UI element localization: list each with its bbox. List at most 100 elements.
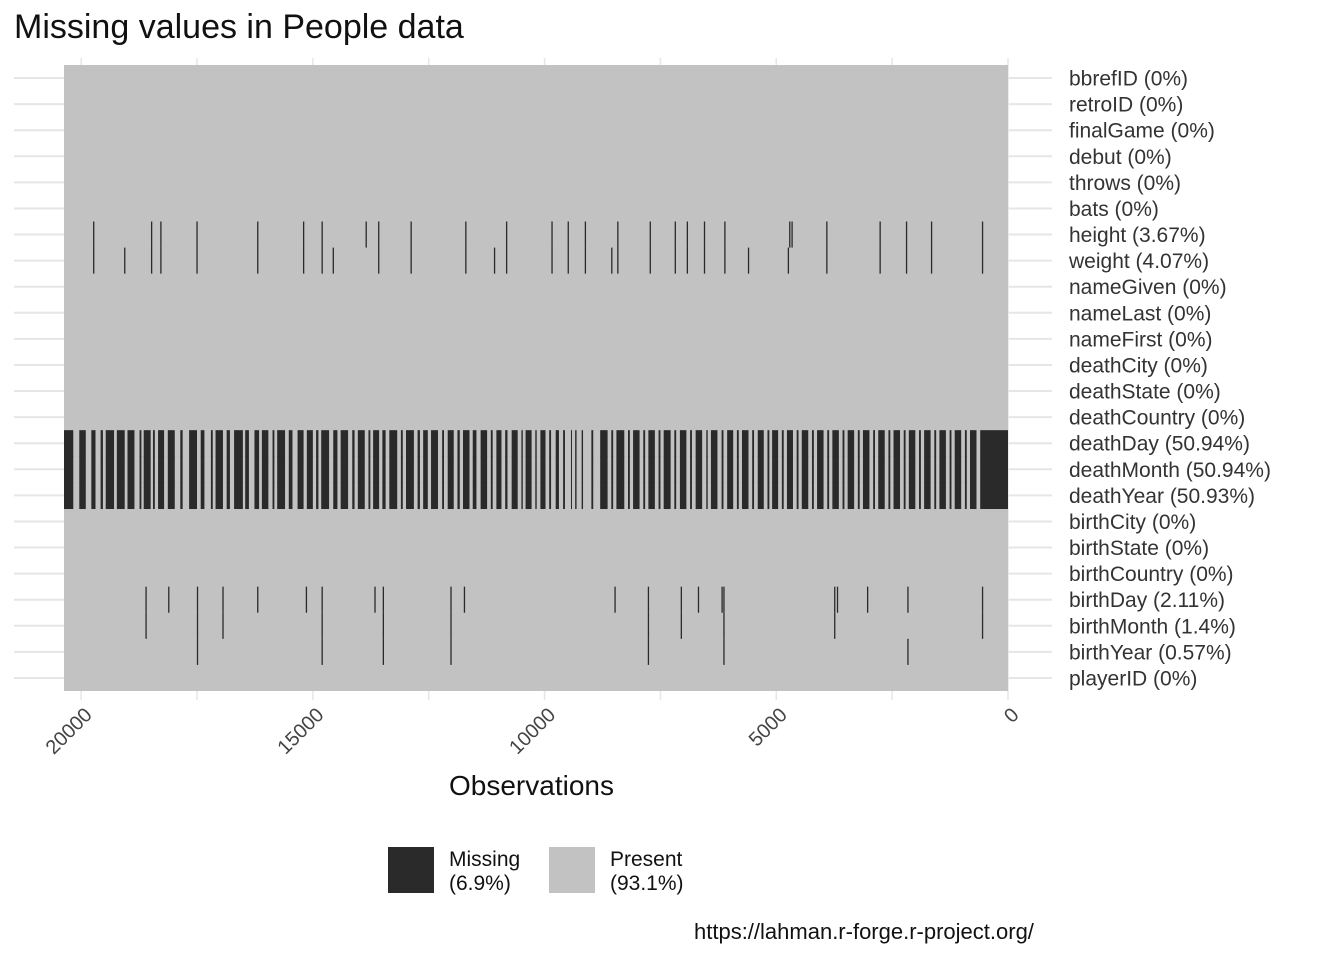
missing-cell bbox=[611, 430, 614, 457]
missing-cell bbox=[878, 456, 885, 483]
missing-cell bbox=[706, 456, 708, 483]
missing-cell bbox=[457, 482, 460, 510]
missing-cell bbox=[811, 430, 814, 457]
variable-label: birthCountry (0%) bbox=[1069, 563, 1234, 586]
missing-cell bbox=[903, 456, 906, 483]
missing-cell bbox=[389, 482, 398, 510]
missing-cell bbox=[417, 430, 420, 457]
missing-cell bbox=[254, 456, 260, 483]
missing-cell bbox=[706, 430, 708, 457]
missing-cell bbox=[832, 456, 839, 483]
missing-cell bbox=[333, 456, 338, 483]
missing-cell bbox=[145, 612, 147, 639]
missing-cell bbox=[663, 482, 671, 510]
missing-cell bbox=[168, 586, 170, 613]
missing-cell bbox=[442, 456, 445, 483]
missing-cell bbox=[727, 482, 734, 510]
missing-cell bbox=[862, 430, 870, 457]
missing-cell bbox=[302, 221, 305, 248]
missing-cell bbox=[127, 430, 135, 457]
missing-cell bbox=[490, 456, 493, 483]
missing-cell bbox=[93, 247, 95, 274]
missing-cell bbox=[757, 430, 764, 457]
missing-cell bbox=[658, 456, 661, 483]
missing-cell bbox=[124, 247, 126, 274]
missing-cell bbox=[787, 247, 790, 274]
missing-cell bbox=[674, 247, 676, 274]
missing-cell bbox=[686, 247, 689, 274]
missing-cell bbox=[406, 430, 414, 457]
missing-cell bbox=[540, 482, 546, 510]
missing-cell bbox=[442, 430, 445, 457]
variable-labels: bbrefID (0%) retroID (0%) finalGame (0%) de… bbox=[1068, 68, 1271, 691]
missing-cell bbox=[907, 638, 909, 665]
missing-cell bbox=[679, 456, 687, 483]
missing-cell bbox=[934, 456, 937, 483]
missing-cell bbox=[431, 482, 438, 510]
missing-cell bbox=[727, 430, 734, 457]
legend-title: Observations bbox=[449, 770, 614, 801]
missing-cell bbox=[842, 456, 845, 483]
missing-cell bbox=[862, 456, 870, 483]
missing-cell bbox=[535, 456, 537, 483]
missing-cell bbox=[772, 456, 779, 483]
missing-cell bbox=[643, 482, 646, 510]
missing-cell bbox=[658, 482, 661, 510]
missing-cell bbox=[600, 482, 608, 510]
missing-cell bbox=[648, 456, 655, 483]
missing-cell bbox=[463, 482, 470, 510]
missing-cell bbox=[368, 482, 371, 510]
missing-cell bbox=[981, 586, 984, 613]
missing-cell bbox=[680, 612, 682, 639]
missing-cell bbox=[663, 430, 671, 457]
missing-cell bbox=[706, 482, 708, 510]
missing-cell bbox=[555, 430, 559, 457]
missing-cell bbox=[400, 482, 403, 510]
missing-cell bbox=[781, 456, 784, 483]
variable-label: nameLast (0%) bbox=[1069, 302, 1211, 325]
missing-cell bbox=[505, 221, 508, 248]
missing-cell bbox=[222, 586, 224, 613]
variable-label: nameGiven (0%) bbox=[1069, 276, 1227, 299]
missing-cell bbox=[757, 482, 764, 510]
missing-cell bbox=[767, 456, 770, 483]
missing-cell bbox=[893, 430, 901, 457]
missing-cell bbox=[796, 430, 799, 457]
missing-cell bbox=[152, 482, 155, 510]
missing-cell bbox=[189, 430, 198, 457]
variable-label: nameFirst (0%) bbox=[1069, 328, 1213, 351]
missing-cell bbox=[297, 430, 304, 457]
missing-cell bbox=[297, 482, 304, 510]
missing-cell bbox=[781, 482, 784, 510]
missing-cell bbox=[981, 247, 984, 274]
missing-cell bbox=[321, 430, 330, 457]
missing-cell bbox=[873, 430, 875, 457]
missing-cell bbox=[368, 456, 371, 483]
missing-cell bbox=[465, 221, 467, 248]
legend-key-present bbox=[549, 847, 595, 893]
missing-cell bbox=[847, 430, 855, 457]
missing-cell bbox=[100, 482, 103, 510]
missing-cell bbox=[143, 482, 151, 510]
variable-label: finalGame (0%) bbox=[1069, 120, 1215, 143]
missing-cell bbox=[563, 456, 565, 483]
missing-cell bbox=[316, 482, 319, 510]
missing-cell bbox=[591, 482, 594, 510]
missing-cell bbox=[905, 221, 908, 248]
missing-cell bbox=[457, 430, 460, 457]
missing-cell bbox=[939, 456, 946, 483]
missing-cell bbox=[903, 430, 906, 457]
missing-cell bbox=[189, 482, 198, 510]
missing-cell bbox=[679, 482, 687, 510]
missing-cell bbox=[316, 456, 319, 483]
missing-cell bbox=[786, 482, 793, 510]
variable-label: deathCountry (0%) bbox=[1069, 407, 1245, 430]
missing-cell bbox=[382, 612, 385, 639]
missing-cell bbox=[160, 247, 162, 274]
missing-cell bbox=[827, 482, 830, 510]
missing-cell bbox=[908, 456, 916, 483]
missing-cell bbox=[903, 482, 906, 510]
missing-cell bbox=[196, 612, 199, 639]
missing-cell bbox=[277, 456, 286, 483]
